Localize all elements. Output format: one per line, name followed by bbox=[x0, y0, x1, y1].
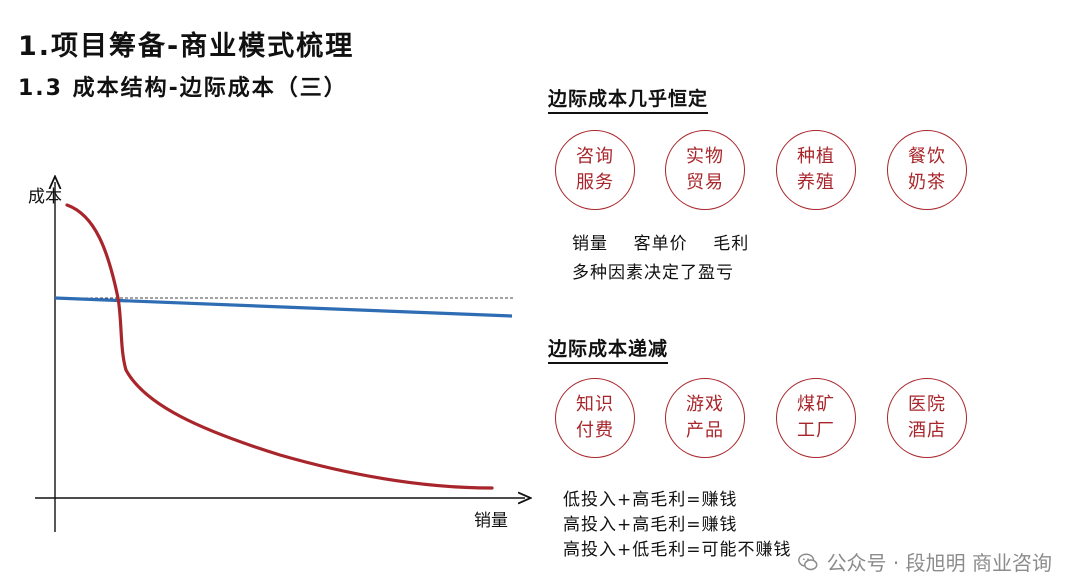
circle-hospital-hotel: 医院酒店 bbox=[887, 378, 967, 458]
circle-knowledge-payment: 知识付费 bbox=[555, 378, 635, 458]
constant-note-factors: 销量 客单价 毛利 bbox=[572, 234, 750, 254]
wechat-icon bbox=[797, 552, 818, 570]
circle-physical-trade: 实物贸易 bbox=[665, 130, 745, 210]
circle-consulting-service: 咨询服务 bbox=[555, 130, 635, 210]
cost-chart bbox=[35, 0, 540, 532]
circle-planting-breeding: 种植养殖 bbox=[776, 130, 856, 210]
section-heading-decreasing: 边际成本递减 bbox=[548, 334, 669, 364]
section-heading-constant: 边际成本几乎恒定 bbox=[548, 84, 709, 114]
watermark: 公众号 · 段旭明 商业咨询 bbox=[797, 547, 1052, 576]
constant-cost-line bbox=[54, 296, 513, 318]
decreasing-note-1: 低投入+高毛利=赚钱 bbox=[563, 490, 738, 510]
decreasing-note-3: 高投入+低毛利=可能不赚钱 bbox=[563, 540, 792, 560]
x-axis-label: 销量 bbox=[474, 511, 508, 531]
page-title: 1.项目筹备-商业模式梳理 bbox=[18, 31, 355, 62]
decreasing-note-2: 高投入+高毛利=赚钱 bbox=[563, 515, 738, 535]
y-axis-label: 成本 bbox=[28, 187, 62, 207]
circle-catering-milk-tea: 餐饮奶茶 bbox=[887, 130, 967, 210]
circle-coal-factory: 煤矿工厂 bbox=[776, 378, 856, 458]
circle-game-product: 游戏产品 bbox=[665, 378, 745, 458]
decreasing-cost-curve bbox=[65, 203, 494, 490]
watermark-text: 公众号 · 段旭明 商业咨询 bbox=[826, 551, 1052, 575]
page-subtitle: 1.3 成本结构-边际成本（三） bbox=[18, 76, 348, 101]
constant-note-conclusion: 多种因素决定了盈亏 bbox=[572, 263, 734, 283]
